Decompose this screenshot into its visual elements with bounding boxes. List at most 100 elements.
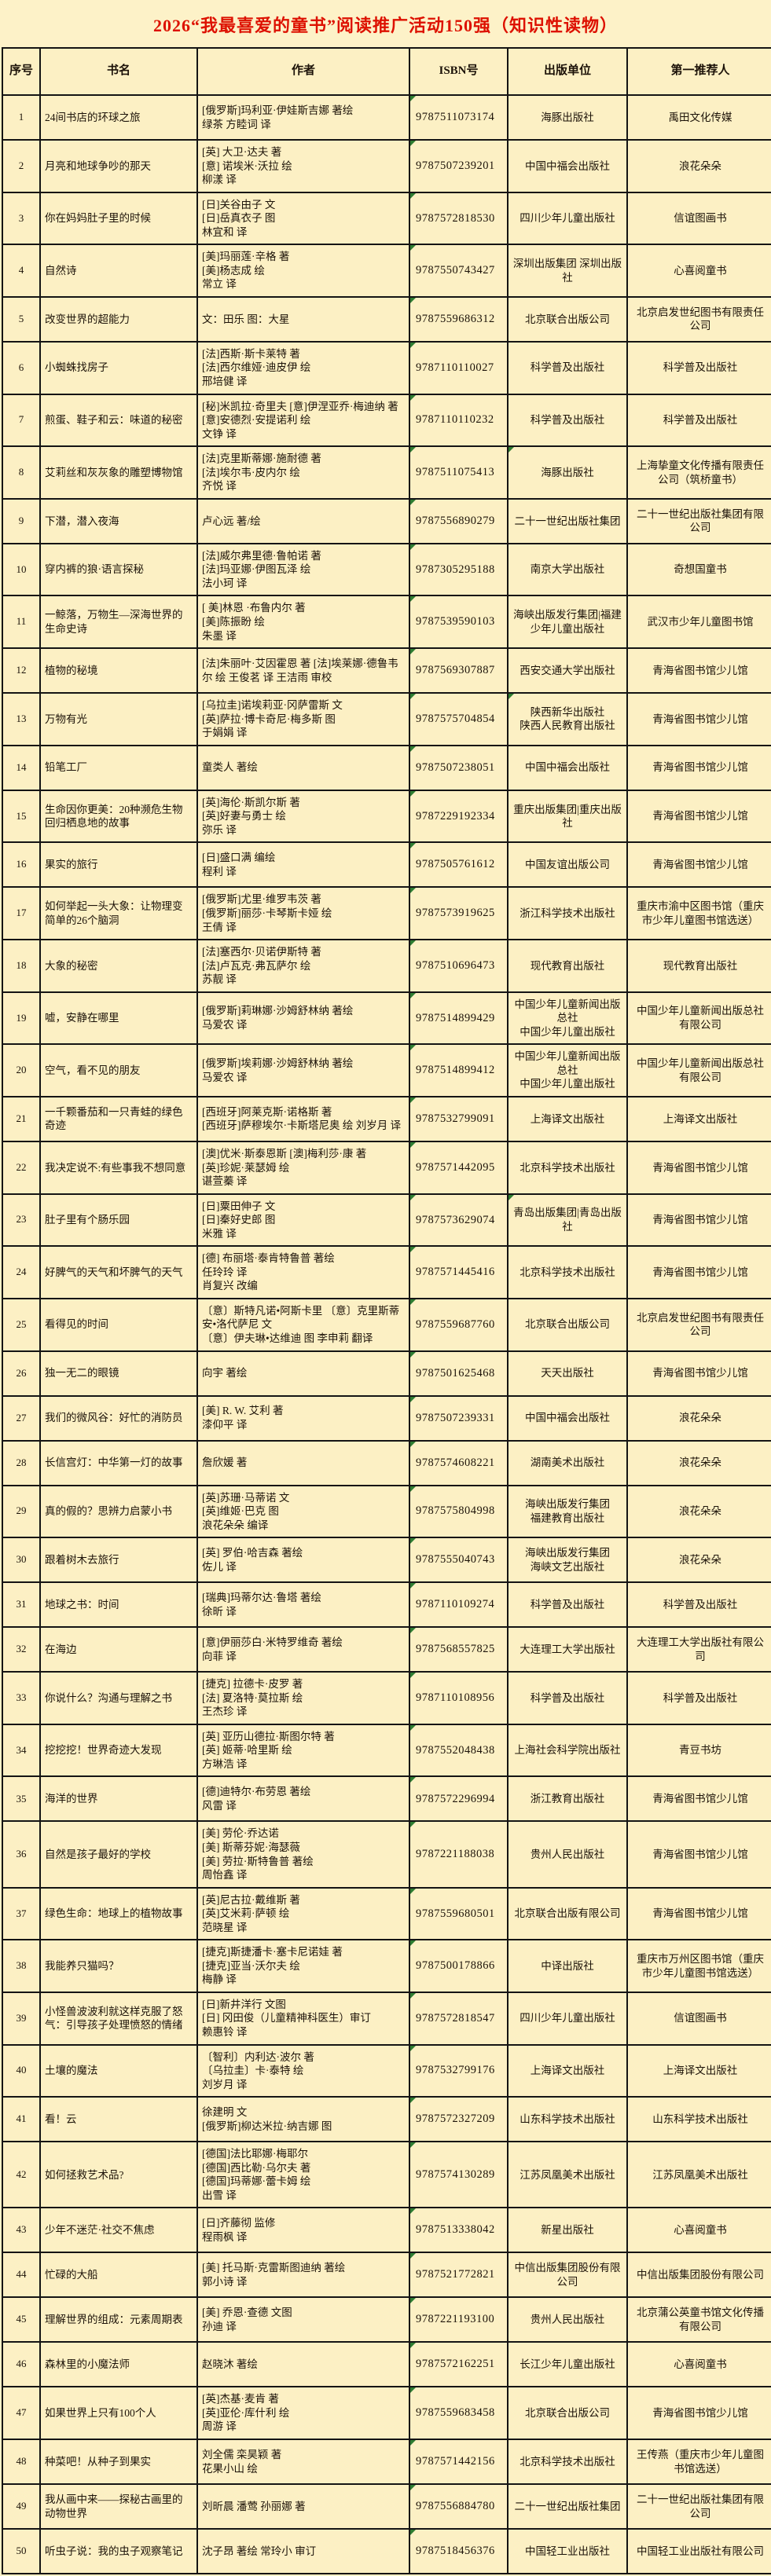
cell-author: [乌拉圭]诺埃莉亚·冈萨雷斯 文 [英]萨拉·博卡奇尼·梅多斯 图 于娟娟 译 [196, 692, 410, 746]
cell-recommender: 科学普及出版社 [626, 1581, 771, 1629]
comment-flag-icon [411, 97, 416, 101]
cell-recommender: 青豆书坊 [626, 1723, 771, 1778]
table-row: 18 大象的秘密 [法]塞西尔·贝诺伊斯特 著 [法]卢瓦克·弗瓦萨尔 绘 苏靓… [2, 939, 771, 993]
comment-flag-icon [411, 544, 416, 550]
cell-index: 15 [2, 789, 41, 844]
cell-index: 11 [2, 595, 41, 650]
comment-flag-icon [411, 1486, 416, 1492]
cell-author: [俄罗斯]玛利亚·伊娃斯吉娜 著绘 绿茶 方睦词 译 [196, 94, 410, 141]
table-row: 2 月亮和地球争吵的那天 [英] 大卫·达夫 著 [意] 诺埃米·沃拉 绘 柳漾… [2, 139, 771, 193]
cell-publisher: 深圳出版集团 深圳出版社 [507, 244, 628, 298]
cell-author: [德国]法比耶娜·梅耶尔 [德国]西比勒·乌尔夫 著 [德国]玛蒂娜·蕾卡姆 绘… [196, 2141, 410, 2209]
col-header-author: 作者 [196, 47, 410, 96]
cell-isbn: 9787507238051 [409, 744, 508, 791]
cell-book-title: 好脾气的天气和坏脾气的天气 [39, 1245, 198, 1299]
cell-author: 向宇 著绘 [196, 1350, 410, 1397]
table-row: 29 真的假的？思辨力启蒙小书 [英]苏珊·马蒂诺 文 [英]维姬·巴克 图 浪… [2, 1484, 771, 1539]
cell-index: 3 [2, 191, 41, 246]
isbn-value: 9787571442095 [416, 1160, 495, 1174]
cell-author: [美]玛丽莲·辛格 著 [美]杨志成 绘 常立 译 [196, 244, 410, 298]
isbn-value: 9787518456376 [416, 2545, 495, 2558]
cell-recommender: 王传燕（重庆市少年儿童图书馆选送） [626, 2439, 771, 2486]
publisher-value: 二十一世纪出版社集团 [514, 515, 621, 527]
cell-publisher: 北京联合出版公司 [507, 1297, 628, 1352]
cell-index: 22 [2, 1140, 41, 1195]
cell-isbn: 9787539590103 [409, 595, 508, 650]
cell-isbn: 9787510696473 [409, 939, 508, 993]
publisher-value: 科学普及出版社 [530, 1598, 605, 1610]
cell-recommender: 中信出版集团股份有限公司 [626, 2252, 771, 2299]
cell-isbn: 9787559686312 [409, 295, 508, 343]
cell-isbn: 9787110108956 [409, 1671, 508, 1725]
cell-recommender: 科学普及出版社 [626, 393, 771, 448]
table-row: 17 如何举起一头大象：让物理变简单的26个脑洞 [俄罗斯]尤里·维罗韦茨 著 … [2, 886, 771, 941]
comment-flag-icon [411, 1778, 416, 1783]
cell-index: 4 [2, 244, 41, 298]
cell-isbn: 9787507239201 [409, 139, 508, 193]
cell-isbn: 9787555040743 [409, 1537, 508, 1584]
publisher-value: 科学普及出版社 [530, 1691, 605, 1704]
publisher-value: 浙江教育出版社 [530, 1793, 605, 1805]
isbn-value: 9787572818547 [416, 2011, 495, 2025]
table-row: 6 小蜘蛛找房子 [法]西斯·斯卡莱特 著 [法]西尔维娅·迪皮伊 绘 邢培健 … [2, 340, 771, 395]
table-row: 50 听虫子说：我的虫子观察笔记 沈子昂 著绘 常玲小 审订 978751845… [2, 2528, 771, 2575]
cell-isbn: 9787511075413 [409, 445, 508, 500]
cell-publisher: 上海译文出版社 [507, 2043, 628, 2098]
table-row: 4 自然诗 [美]玛丽莲·辛格 著 [美]杨志成 绘 常立 译 97875507… [2, 244, 771, 298]
publisher-value: 四川少年儿童出版社 [520, 212, 615, 225]
cell-index: 36 [2, 1820, 41, 1889]
comment-flag-icon [411, 2343, 416, 2349]
isbn-value: 9787556884780 [416, 2500, 495, 2513]
cell-isbn: 9787552048438 [409, 1723, 508, 1778]
cell-publisher: 重庆出版集团|重庆出版社 [507, 789, 628, 844]
cell-author: 詹欣媛 著 [196, 1439, 410, 1486]
cell-isbn: 9787559680501 [409, 1886, 508, 1941]
cell-recommender: 浪花朵朵 [626, 139, 771, 193]
cell-author: 刘昕晨 潘莺 孙丽娜 著 [196, 2483, 410, 2530]
publisher-value: 西安交通大学出版社 [520, 664, 615, 676]
comment-flag-icon [411, 597, 416, 603]
publisher-value: 贵州人民出版社 [530, 2314, 605, 2326]
cell-index: 9 [2, 497, 41, 544]
cell-recommender: 青海省图书馆少儿馆 [626, 1193, 771, 1248]
cell-recommender: 上海挚童文化传播有限责任公司（筑桥童书） [626, 445, 771, 500]
cell-isbn: 9787532799091 [409, 1095, 508, 1142]
cell-book-title: 你说什么？沟通与理解之书 [39, 1671, 198, 1725]
publisher-value: 青岛出版集团|青岛出版社 [513, 1207, 622, 1233]
comment-flag-icon [411, 1046, 416, 1051]
table-row: 15 生命因你更美：20种濒危生物回归栖息地的故事 [英]海伦·斯凯尔斯 著 [… [2, 789, 771, 844]
cell-author: [ 美]林恩 ·布鲁内尔 著 [美]陈振盼 绘 朱墨 译 [196, 595, 410, 650]
publisher-value: 中国中福会出版社 [525, 761, 610, 774]
isbn-value: 9787532799176 [416, 2064, 495, 2077]
col-header-isbn: ISBN号 [409, 47, 508, 96]
cell-isbn: 9787511073174 [409, 94, 508, 141]
cell-book-title: 我们的微风谷：好忙的消防员 [39, 1394, 198, 1442]
cell-publisher: 浙江教育出版社 [507, 1775, 628, 1823]
cell-index: 31 [2, 1581, 41, 1629]
cell-book-title: 森林里的小魔法师 [39, 2341, 198, 2388]
publisher-value: 海峡出版发行集团 福建教育出版社 [525, 1498, 610, 1524]
cell-isbn: 9787110109274 [409, 1581, 508, 1629]
cell-book-title: 长信宫灯：中华第一灯的故事 [39, 1439, 198, 1486]
cell-author: [俄罗斯]尤里·维罗韦茨 著 [俄罗斯]丽莎·卡琴斯卡娅 绘 王倩 译 [196, 886, 410, 941]
cell-book-title: 铅笔工厂 [39, 744, 198, 791]
cell-publisher: 科学普及出版社 [507, 1581, 628, 1629]
cell-publisher: 中国少年儿童新闻出版总社 中国少年儿童出版社 [507, 1043, 628, 1097]
cell-publisher: 中国轻工业出版社 [507, 2528, 628, 2575]
cell-book-title: 种菜吧！从种子到果实 [39, 2439, 198, 2486]
isbn-value: 9787571442156 [416, 2455, 495, 2468]
table-row: 31 地球之书：时间 [瑞典]玛蒂尔达·鲁塔 著绘 徐昕 译 978711010… [2, 1581, 771, 1629]
cell-isbn: 9787556890279 [409, 497, 508, 544]
publisher-value: 中信出版集团股份有限公司 [514, 2262, 621, 2288]
cell-index: 26 [2, 1350, 41, 1397]
cell-recommender: 信谊图画书 [626, 191, 771, 246]
cell-isbn: 9787221188038 [409, 1820, 508, 1889]
cell-author: [英]海伦·斯凯尔斯 著 [英]好妻与勇士 绘 弥乐 译 [196, 789, 410, 844]
cell-author: [英] 罗伯·哈吉森 著绘 佐儿 译 [196, 1537, 410, 1584]
cell-publisher: 中国友谊出版公司 [507, 841, 628, 889]
cell-isbn: 9787575804998 [409, 1484, 508, 1539]
cell-publisher: 中信出版集团股份有限公司 [507, 2252, 628, 2299]
cell-book-title: 空气，看不见的朋友 [39, 1043, 198, 1097]
cell-publisher: 山东科学技术出版社 [507, 2096, 628, 2143]
cell-author: [美] 托马斯·克雷斯图迪纳 著绘 郭小诗 译 [196, 2252, 410, 2299]
